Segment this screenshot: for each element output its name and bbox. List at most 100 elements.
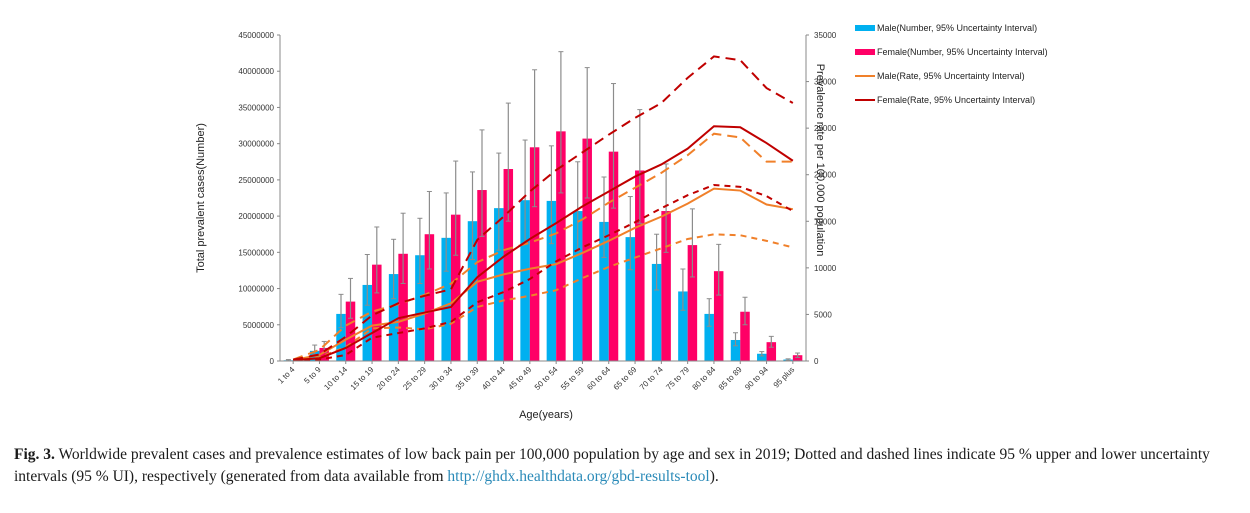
- x-tick-label: 35 to 39: [454, 365, 481, 392]
- male-number-bar: [520, 200, 530, 361]
- legend: Male(Number, 95% Uncertainty Interval) Fe…: [855, 23, 1048, 105]
- legend-item: Female(Number, 95% Uncertainty Interval): [855, 47, 1048, 57]
- female-rate-line: [293, 125, 794, 362]
- lines-layer: [292, 55, 794, 362]
- x-tick-label: 30 to 34: [428, 365, 455, 392]
- y2-tick-label: 5000: [814, 310, 832, 319]
- caption-label: Fig. 3.: [14, 446, 55, 463]
- legend-item: Male(Rate, 95% Uncertainty Interval): [855, 71, 1025, 81]
- y2-tick-label: 10000: [814, 264, 837, 273]
- male-number-bar: [625, 237, 636, 361]
- legend-label: Female(Rate, 95% Uncertainty Interval): [877, 95, 1035, 105]
- x-tick-label: 65 to 69: [612, 365, 639, 392]
- male-number-bar: [415, 255, 425, 361]
- female-number-bar: [477, 190, 487, 361]
- legend-item: Male(Number, 95% Uncertainty Interval): [855, 23, 1037, 33]
- y2-tick-label: 15000: [814, 217, 837, 226]
- male-number-bar: [678, 291, 688, 361]
- y-tick-label: 30000000: [238, 140, 274, 149]
- x-tick-label: 55 to 59: [559, 365, 586, 392]
- male-number-bar: [651, 263, 662, 361]
- x-tick-label: 1 to 4: [276, 365, 297, 386]
- female-number-bar: [450, 214, 461, 361]
- x-tick-label: 25 to 29: [401, 365, 428, 392]
- x-tick-label: 20 to 24: [375, 365, 402, 392]
- bars-layer: [283, 131, 803, 361]
- male-number-bar: [441, 237, 451, 361]
- male-number-bar: [730, 339, 741, 361]
- legend-swatch: [855, 49, 875, 55]
- male-rate-upper-line: [292, 132, 793, 361]
- caption-link[interactable]: http://ghdx.healthdata.org/gbd-results-t…: [447, 468, 710, 485]
- female-number-bar: [424, 234, 435, 361]
- female-number-bar: [398, 253, 408, 361]
- x-tick-label: 5 to 9: [302, 365, 323, 386]
- y-tick-label: 5000000: [243, 321, 275, 330]
- legend-label: Male(Number, 95% Uncertainty Interval): [877, 23, 1037, 33]
- x-tick-label: 50 to 54: [533, 365, 560, 392]
- figure-caption: Fig. 3. Worldwide prevalent cases and pr…: [14, 444, 1244, 488]
- legend-label: Male(Rate, 95% Uncertainty Interval): [877, 71, 1025, 81]
- y-tick-label: 20000000: [238, 212, 274, 221]
- female-number-bar: [740, 311, 750, 361]
- female-number-bar: [687, 245, 698, 361]
- male-number-bar: [704, 313, 714, 361]
- x-tick-label: 80 to 84: [691, 365, 718, 392]
- legend-label: Female(Number, 95% Uncertainty Interval): [877, 47, 1048, 57]
- x-tick-label: 45 to 49: [506, 365, 533, 392]
- y-tick-label: 35000000: [238, 103, 274, 112]
- y2-axis-title: Prevalence rate per 100,000 population: [814, 64, 826, 257]
- female-number-bar: [713, 271, 724, 361]
- female-number-bar: [661, 211, 671, 361]
- y-tick-label: 40000000: [238, 67, 274, 76]
- y-tick-label: 45000000: [238, 31, 274, 40]
- male-number-bar: [362, 284, 373, 361]
- male-rate-lower-line: [293, 233, 794, 362]
- y-tick-label: 15000000: [238, 248, 274, 257]
- x-tick-label: 75 to 79: [664, 365, 691, 392]
- x-tick-label: 40 to 44: [480, 365, 507, 392]
- x-tick-label: 70 to 74: [638, 365, 665, 392]
- x-tick-label: 10 to 14: [322, 365, 349, 392]
- x-tick-label: 85 to 89: [717, 365, 744, 392]
- error-bars-layer: [285, 51, 801, 362]
- caption-end: ).: [709, 468, 719, 485]
- male-number-bar: [546, 200, 557, 361]
- x-tick-label: 95 plus: [772, 365, 797, 390]
- y2-tick-label: 20000: [814, 171, 837, 180]
- y-tick-label: 10000000: [238, 285, 274, 294]
- male-number-bar: [467, 221, 478, 361]
- female-rate-upper-line: [292, 55, 794, 361]
- y2-tick-label: 0: [814, 357, 819, 366]
- female-number-bar: [608, 151, 619, 361]
- y2-tick-label: 35000: [814, 31, 837, 40]
- male-number-bar: [336, 313, 346, 361]
- caption-text: Worldwide prevalent cases and prevalence…: [14, 446, 1210, 485]
- female-number-bar: [345, 301, 356, 361]
- y-tick-label: 25000000: [238, 176, 274, 185]
- x-tick-label: 15 to 19: [349, 365, 376, 392]
- female-number-bar: [792, 355, 803, 361]
- female-number-bar: [503, 169, 514, 361]
- chart: 0 5000000 10000000 15000000 20000000 25000000…: [195, 23, 1048, 421]
- legend-swatch: [855, 25, 875, 31]
- y-axis-title: Total prevalent cases(Number): [195, 123, 207, 273]
- male-rate-line: [292, 187, 794, 362]
- female-number-bar: [635, 170, 645, 361]
- female-number-bar: [766, 342, 777, 361]
- female-rate-lower-line: [293, 183, 794, 362]
- male-number-bar: [599, 221, 609, 361]
- y2-tick-label: 25000: [814, 124, 837, 133]
- y-tick-label: 0: [270, 357, 275, 366]
- y2-tick-label: 30000: [814, 78, 837, 87]
- male-number-bar: [388, 274, 399, 361]
- legend-item: Female(Rate, 95% Uncertainty Interval): [855, 95, 1035, 105]
- male-number-bar: [572, 211, 583, 361]
- x-axis-title: Age(years): [519, 409, 573, 421]
- female-number-bar: [319, 347, 329, 361]
- male-number-bar: [494, 208, 504, 361]
- female-number-bar: [556, 131, 566, 361]
- female-number-bar: [529, 147, 540, 361]
- x-tick-label: 90 to 94: [743, 365, 770, 392]
- x-tick-label: 60 to 64: [585, 365, 612, 392]
